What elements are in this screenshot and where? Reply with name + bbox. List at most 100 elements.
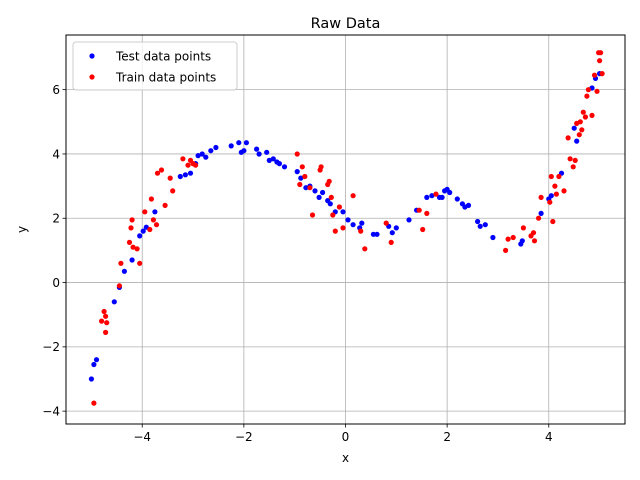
train-data-point bbox=[104, 320, 110, 326]
test-data-point bbox=[281, 164, 288, 170]
test-data-point bbox=[345, 217, 351, 223]
test-data-point bbox=[574, 138, 580, 144]
legend-box bbox=[72, 41, 238, 91]
test-data-point bbox=[370, 231, 376, 237]
train-data-point bbox=[597, 58, 603, 64]
test-data-point bbox=[264, 149, 270, 155]
test-data-point bbox=[228, 143, 234, 149]
train-data-point bbox=[350, 193, 356, 199]
train-data-point bbox=[362, 246, 368, 252]
legend-marker-test bbox=[89, 53, 95, 59]
test-data-point bbox=[374, 231, 380, 237]
train-data-point bbox=[180, 156, 186, 162]
train-data-point bbox=[126, 239, 133, 245]
test-data-point bbox=[182, 172, 188, 178]
train-data-point bbox=[193, 162, 199, 168]
train-data-point bbox=[598, 50, 604, 56]
train-data-point bbox=[510, 234, 516, 241]
train-data-point bbox=[336, 204, 342, 210]
test-data-point bbox=[88, 376, 94, 382]
test-data-point bbox=[121, 268, 127, 274]
test-data-point bbox=[241, 148, 247, 154]
x-tick-label: 0 bbox=[342, 430, 350, 444]
x-tick-label: −4 bbox=[133, 430, 151, 444]
train-data-point bbox=[388, 239, 394, 245]
train-data-point bbox=[130, 244, 136, 250]
test-data-point bbox=[490, 234, 496, 241]
train-data-point bbox=[576, 132, 582, 138]
x-axis-label: x bbox=[342, 451, 349, 465]
train-data-point bbox=[548, 173, 554, 180]
train-data-point bbox=[307, 185, 313, 191]
test-data-point bbox=[177, 173, 183, 180]
y-tick-label: 4 bbox=[52, 147, 60, 161]
train-data-point bbox=[340, 225, 346, 231]
train-data-point bbox=[309, 212, 316, 218]
x-tick-label: 4 bbox=[545, 430, 553, 444]
test-data-point bbox=[389, 230, 395, 236]
test-data-point bbox=[111, 299, 117, 305]
test-data-point bbox=[243, 140, 249, 146]
train-data-point bbox=[538, 194, 544, 200]
train-data-point bbox=[580, 109, 586, 115]
test-data-point bbox=[140, 228, 146, 234]
train-data-point bbox=[185, 162, 191, 168]
train-data-point bbox=[103, 313, 109, 319]
train-data-point bbox=[553, 191, 560, 197]
test-data-point bbox=[424, 194, 430, 200]
train-data-point bbox=[128, 225, 134, 231]
train-data-point bbox=[589, 112, 595, 118]
test-data-point bbox=[350, 222, 356, 228]
train-data-point bbox=[433, 191, 439, 197]
train-data-point bbox=[536, 215, 542, 221]
train-data-point bbox=[137, 260, 143, 266]
test-data-point bbox=[129, 257, 135, 263]
train-data-point bbox=[148, 196, 154, 202]
test-data-point bbox=[454, 196, 460, 202]
train-data-point bbox=[383, 220, 389, 226]
train-data-point bbox=[591, 72, 598, 78]
train-data-point bbox=[358, 228, 364, 234]
train-data-point bbox=[531, 238, 538, 244]
train-data-point bbox=[302, 173, 308, 180]
test-data-point bbox=[266, 157, 272, 163]
train-data-point bbox=[153, 222, 160, 228]
train-data-point bbox=[294, 151, 300, 157]
y-tick-label: −2 bbox=[42, 340, 60, 354]
train-data-point bbox=[330, 212, 336, 218]
test-data-point bbox=[447, 189, 453, 196]
train-data-point bbox=[572, 157, 578, 163]
test-data-point bbox=[236, 140, 242, 146]
train-data-point bbox=[328, 194, 334, 200]
test-data-point bbox=[254, 146, 260, 152]
train-data-point bbox=[167, 175, 173, 181]
test-data-point bbox=[475, 218, 481, 225]
train-data-point bbox=[565, 135, 571, 141]
test-data-point bbox=[393, 225, 399, 231]
train-data-point bbox=[567, 156, 573, 162]
test-data-point bbox=[187, 170, 194, 176]
test-data-point bbox=[137, 233, 143, 239]
train-data-point bbox=[547, 199, 553, 205]
test-data-point bbox=[152, 209, 158, 215]
train-data-point bbox=[158, 167, 165, 173]
train-data-point bbox=[101, 308, 107, 315]
train-data-point bbox=[424, 210, 430, 216]
legend-label-train: Train data points bbox=[115, 71, 216, 85]
train-data-point bbox=[118, 260, 124, 266]
test-data-point bbox=[93, 357, 100, 363]
train-data-point bbox=[416, 207, 422, 213]
test-data-point bbox=[199, 151, 205, 157]
train-data-point bbox=[556, 173, 562, 180]
test-data-point bbox=[276, 161, 282, 167]
series-train-points bbox=[91, 50, 605, 406]
test-data-point bbox=[538, 210, 544, 216]
train-data-point bbox=[530, 230, 537, 236]
test-data-point bbox=[298, 175, 304, 181]
train-data-point bbox=[142, 209, 148, 215]
train-data-point bbox=[582, 114, 589, 120]
train-data-point bbox=[594, 88, 600, 94]
train-data-point bbox=[116, 283, 122, 289]
train-data-point bbox=[154, 170, 161, 176]
chart-title: Raw Data bbox=[311, 16, 381, 32]
